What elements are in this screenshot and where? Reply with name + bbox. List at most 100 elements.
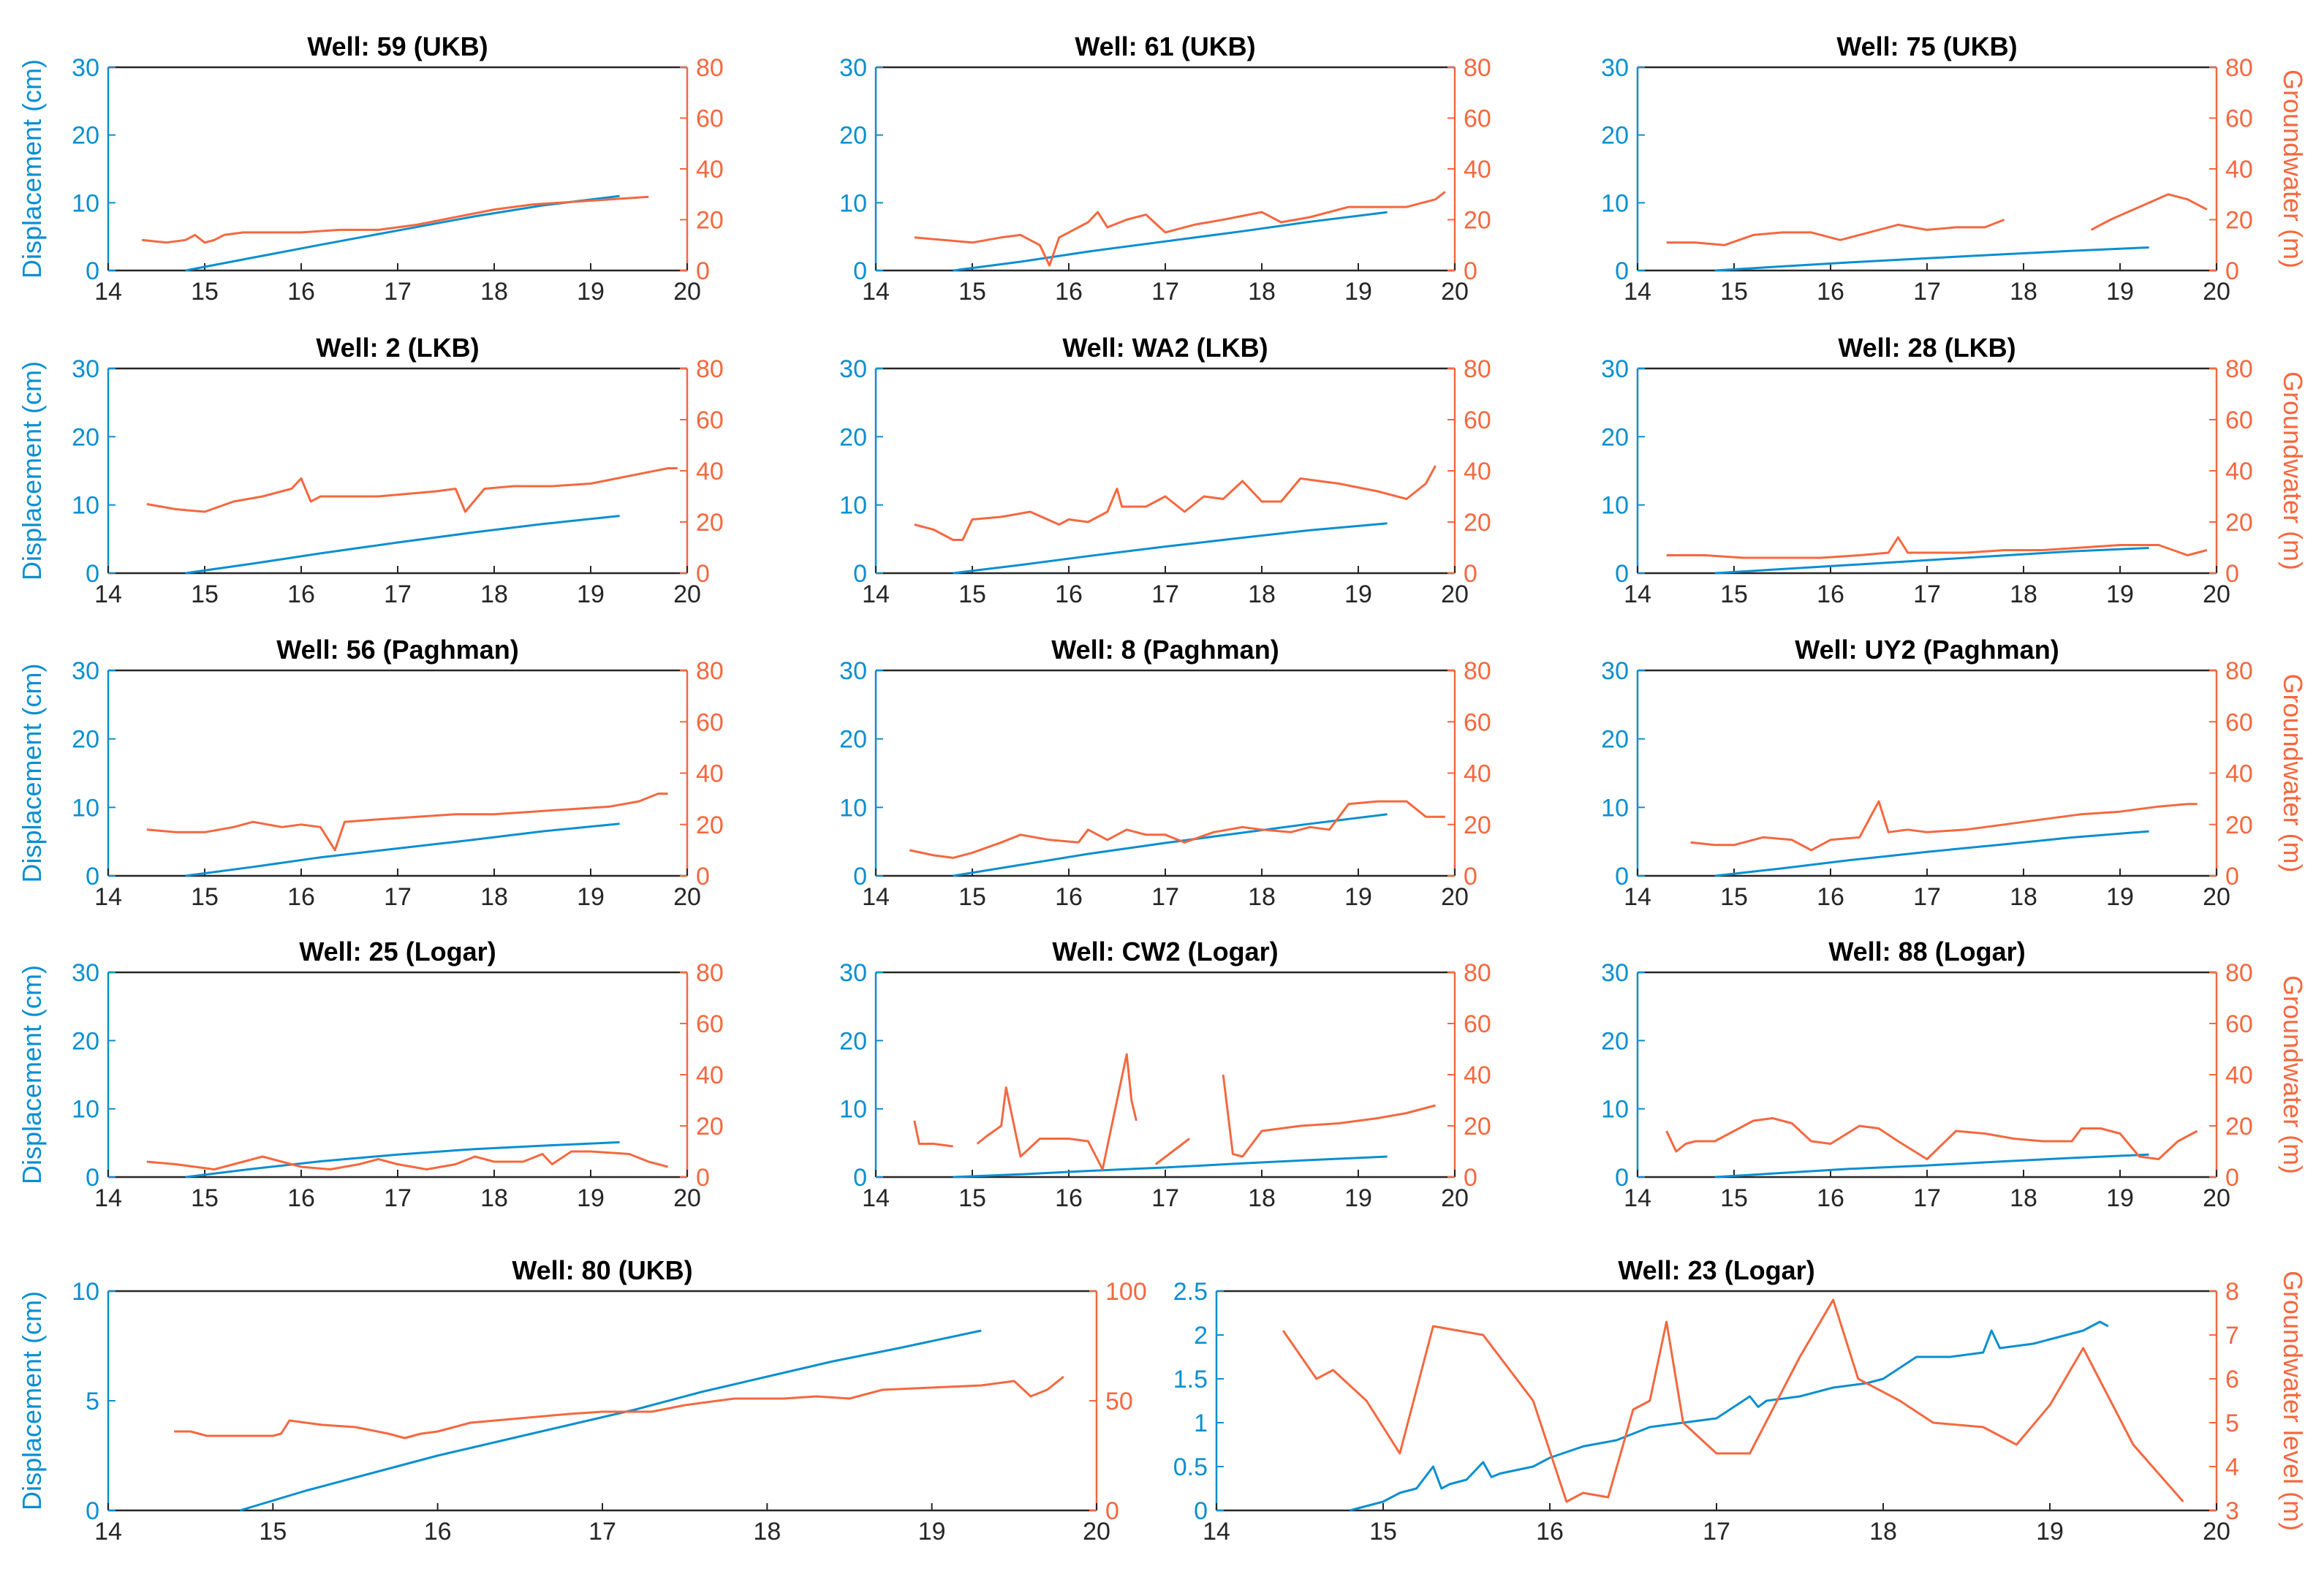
y2-tick-label: 20 bbox=[2225, 207, 2253, 235]
x-tick-label: 19 bbox=[918, 1518, 946, 1546]
x-tick-label: 19 bbox=[577, 278, 605, 306]
x-tick-label: 16 bbox=[424, 1518, 452, 1546]
chart-title: Well: 75 (UKB) bbox=[1836, 31, 2017, 61]
chart-title: Well: 28 (LKB) bbox=[1838, 333, 2015, 363]
y2-tick-label: 60 bbox=[2225, 1010, 2253, 1038]
x-tick-label: 14 bbox=[1624, 278, 1651, 306]
chart-panel: 14 15 16 17 18 19 20 0 0.5 1 1.5 2 2.5 3 4 5 6 7 8 Well: 23… bbox=[1173, 1255, 2308, 1546]
x-tick-label: 17 bbox=[384, 883, 412, 911]
y2-tick-label: 40 bbox=[1464, 458, 1491, 485]
x-tick-label: 18 bbox=[480, 883, 508, 911]
x-tick-label: 14 bbox=[1624, 1184, 1651, 1212]
chart-title: Well: 2 (LKB) bbox=[316, 333, 479, 363]
x-tick-label: 20 bbox=[673, 1184, 701, 1212]
y2-tick-label: 80 bbox=[1464, 959, 1491, 987]
y-tick-label: 0 bbox=[86, 560, 99, 588]
y-tick-label: 30 bbox=[839, 54, 867, 82]
y2-tick-label: 80 bbox=[696, 657, 724, 685]
x-tick-label: 14 bbox=[94, 883, 122, 911]
displacement-series-line bbox=[185, 1140, 620, 1179]
y2-tick-label: 40 bbox=[696, 1062, 724, 1089]
y2-tick-label: 40 bbox=[696, 760, 724, 788]
y2-tick-label: 6 bbox=[2225, 1366, 2239, 1393]
x-tick-label: 16 bbox=[287, 883, 315, 911]
x-tick-label: 15 bbox=[1369, 1518, 1397, 1546]
y-tick-label: 10 bbox=[1601, 794, 1629, 822]
groundwater-series-line bbox=[1154, 1138, 1190, 1165]
x-tick-label: 19 bbox=[1344, 278, 1372, 306]
y2-tick-label: 60 bbox=[1464, 406, 1491, 434]
chart-title: Well: 59 (UKB) bbox=[307, 31, 488, 61]
x-tick-label: 14 bbox=[862, 883, 890, 911]
y-tick-label: 10 bbox=[1601, 1096, 1629, 1124]
y2-tick-label: 80 bbox=[2225, 355, 2253, 383]
y2-tick-label: 20 bbox=[696, 207, 724, 235]
y-tick-label: 0 bbox=[1194, 1497, 1208, 1525]
x-tick-label: 20 bbox=[1441, 580, 1469, 608]
groundwater-series-line bbox=[146, 1150, 668, 1170]
x-tick-label: 20 bbox=[2203, 580, 2230, 608]
x-tick-label: 20 bbox=[1441, 883, 1469, 911]
y2-tick-label: 0 bbox=[2225, 863, 2239, 890]
y2-tick-label: 60 bbox=[2225, 406, 2253, 434]
y2-tick-label: 40 bbox=[2225, 1062, 2253, 1089]
y2-tick-label: 60 bbox=[1464, 105, 1491, 133]
x-tick-label: 20 bbox=[2203, 1518, 2230, 1546]
x-tick-label: 15 bbox=[958, 278, 986, 306]
y2-tick-label: 5 bbox=[2225, 1410, 2239, 1437]
y2-tick-label: 80 bbox=[696, 54, 724, 82]
y-tick-label: 30 bbox=[1601, 355, 1629, 383]
x-tick-label: 15 bbox=[958, 580, 986, 608]
displacement-series-line bbox=[953, 211, 1388, 272]
groundwater-series-line bbox=[976, 1053, 1138, 1170]
y2-tick-label: 40 bbox=[1464, 1062, 1491, 1089]
groundwater-series-line bbox=[913, 1120, 953, 1148]
y-tick-label: 20 bbox=[839, 726, 867, 754]
displacement-series-line bbox=[185, 515, 620, 575]
groundwater-series-line bbox=[1665, 1117, 2198, 1160]
chart-title: Well: 61 (UKB) bbox=[1075, 31, 1255, 61]
x-tick-label: 19 bbox=[577, 1184, 605, 1212]
x-tick-label: 18 bbox=[480, 278, 508, 306]
y-tick-label: 30 bbox=[1601, 657, 1629, 685]
x-tick-label: 15 bbox=[259, 1518, 287, 1546]
chart-title: Well: CW2 (Logar) bbox=[1052, 937, 1278, 966]
y2-tick-label: 0 bbox=[696, 560, 710, 588]
chart-title: Well: 80 (UKB) bbox=[512, 1255, 692, 1285]
y-tick-label: 20 bbox=[72, 122, 99, 150]
y-tick-label: 20 bbox=[72, 726, 99, 754]
x-tick-label: 18 bbox=[480, 580, 508, 608]
groundwater-series-line bbox=[146, 792, 668, 852]
y2-tick-label: 60 bbox=[696, 406, 724, 434]
x-tick-label: 17 bbox=[384, 580, 412, 608]
x-tick-label: 16 bbox=[287, 580, 315, 608]
groundwater-series-line bbox=[909, 800, 1445, 859]
x-tick-label: 16 bbox=[1817, 278, 1844, 306]
y-tick-label: 20 bbox=[72, 1027, 99, 1055]
y2-tick-label: 60 bbox=[1464, 1010, 1491, 1038]
x-tick-label: 16 bbox=[287, 278, 315, 306]
x-tick-label: 15 bbox=[191, 1184, 219, 1212]
y-tick-label: 10 bbox=[72, 1096, 99, 1124]
y2-tick-label: 40 bbox=[696, 458, 724, 485]
x-tick-label: 16 bbox=[287, 1184, 315, 1212]
y2-tick-label: 20 bbox=[696, 812, 724, 839]
y2-tick-label: 80 bbox=[696, 355, 724, 383]
x-tick-label: 17 bbox=[1151, 278, 1179, 306]
x-tick-label: 18 bbox=[1248, 883, 1276, 911]
y-tick-label: 20 bbox=[1601, 1027, 1629, 1055]
y-tick-label: 10 bbox=[839, 1096, 867, 1124]
y2-tick-label: 40 bbox=[2225, 760, 2253, 788]
x-tick-label: 18 bbox=[2010, 1184, 2037, 1212]
groundwater-series-line bbox=[142, 195, 649, 244]
y2-tick-label: 60 bbox=[2225, 105, 2253, 133]
x-tick-label: 20 bbox=[673, 278, 701, 306]
x-tick-label: 18 bbox=[1248, 580, 1276, 608]
x-tick-label: 14 bbox=[862, 278, 890, 306]
x-tick-label: 14 bbox=[862, 580, 890, 608]
y2-tick-label: 0 bbox=[1464, 560, 1477, 588]
y-tick-label: 10 bbox=[839, 794, 867, 822]
x-tick-label: 15 bbox=[1720, 1184, 1748, 1212]
y-tick-label: 30 bbox=[1601, 54, 1629, 82]
